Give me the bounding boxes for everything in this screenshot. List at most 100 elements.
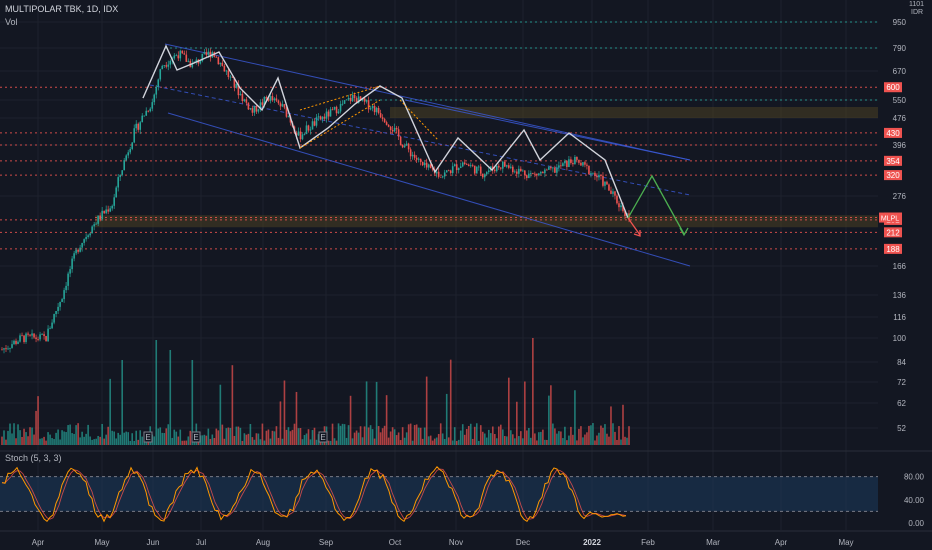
candle[interactable] <box>445 170 448 173</box>
candle[interactable] <box>133 124 136 144</box>
candle[interactable] <box>383 117 386 123</box>
candle[interactable] <box>15 338 17 346</box>
candle[interactable] <box>127 149 130 159</box>
candle[interactable] <box>183 50 186 55</box>
candle[interactable] <box>377 105 380 115</box>
candle[interactable] <box>564 159 566 167</box>
candle[interactable] <box>323 113 326 121</box>
candle[interactable] <box>447 169 450 172</box>
candle[interactable] <box>9 347 11 353</box>
candle[interactable] <box>5 345 7 352</box>
candle[interactable] <box>379 109 382 119</box>
candle[interactable] <box>253 105 256 116</box>
candle[interactable] <box>457 167 460 174</box>
candle[interactable] <box>93 221 95 231</box>
candle[interactable] <box>329 106 332 117</box>
candle[interactable] <box>45 335 47 342</box>
candle[interactable] <box>375 106 378 116</box>
candle[interactable] <box>427 163 430 171</box>
candle[interactable] <box>313 118 316 127</box>
candle[interactable] <box>77 248 79 254</box>
candle[interactable] <box>413 151 416 161</box>
candle[interactable] <box>307 124 310 133</box>
candle[interactable] <box>453 163 456 167</box>
candle[interactable] <box>301 132 304 141</box>
candle[interactable] <box>277 99 280 105</box>
candle[interactable] <box>506 164 508 169</box>
candle[interactable] <box>155 84 158 99</box>
candle[interactable] <box>235 83 238 89</box>
candle[interactable] <box>55 310 57 318</box>
candle[interactable] <box>309 126 312 135</box>
candle[interactable] <box>151 98 154 112</box>
candle[interactable] <box>303 132 306 136</box>
candle[interactable] <box>347 94 350 101</box>
candle[interactable] <box>614 190 616 200</box>
candle[interactable] <box>556 163 558 177</box>
candle[interactable] <box>331 106 334 111</box>
candle[interactable] <box>273 97 276 103</box>
candle[interactable] <box>534 171 536 178</box>
candle[interactable] <box>483 173 486 182</box>
candle[interactable] <box>59 301 61 311</box>
candle[interactable] <box>345 99 348 101</box>
candle[interactable] <box>461 161 464 168</box>
candle[interactable] <box>594 170 596 180</box>
candle[interactable] <box>117 173 119 192</box>
candle[interactable] <box>387 124 390 128</box>
candle[interactable] <box>552 166 554 173</box>
candle[interactable] <box>51 319 53 329</box>
candle[interactable] <box>558 161 560 172</box>
candle[interactable] <box>187 58 190 63</box>
candle[interactable] <box>111 204 113 211</box>
candle[interactable] <box>441 175 444 179</box>
candle[interactable] <box>590 170 592 178</box>
candle[interactable] <box>477 164 480 171</box>
candle[interactable] <box>443 169 446 180</box>
candle[interactable] <box>501 160 504 173</box>
candle[interactable] <box>333 106 336 111</box>
candle[interactable] <box>616 194 618 205</box>
candle[interactable] <box>287 115 290 118</box>
candle[interactable] <box>11 340 13 349</box>
candle[interactable] <box>109 205 111 213</box>
candle[interactable] <box>139 120 142 135</box>
candle[interactable] <box>29 334 31 337</box>
candle[interactable] <box>363 97 366 105</box>
candle[interactable] <box>103 210 105 215</box>
candle[interactable] <box>499 167 502 171</box>
candle[interactable] <box>319 115 322 121</box>
candle[interactable] <box>143 115 146 117</box>
candle[interactable] <box>620 202 622 211</box>
candle[interactable] <box>209 48 212 62</box>
candle[interactable] <box>526 174 528 181</box>
candle[interactable] <box>586 162 588 170</box>
candle[interactable] <box>544 168 546 178</box>
candle[interactable] <box>389 125 392 134</box>
candle[interactable] <box>259 99 262 112</box>
candle[interactable] <box>119 174 121 181</box>
candle[interactable] <box>177 51 180 61</box>
candle[interactable] <box>167 60 170 71</box>
candle[interactable] <box>373 103 376 116</box>
candle[interactable] <box>325 108 328 123</box>
candle[interactable] <box>135 120 138 132</box>
candle[interactable] <box>548 165 550 170</box>
candle[interactable] <box>471 163 474 168</box>
candle[interactable] <box>79 244 81 253</box>
candle[interactable] <box>385 120 388 126</box>
candle[interactable] <box>175 53 178 57</box>
candle[interactable] <box>339 100 342 114</box>
candle[interactable] <box>149 107 152 113</box>
candle[interactable] <box>13 339 15 345</box>
candle[interactable] <box>17 340 19 345</box>
candle[interactable] <box>570 156 572 165</box>
candle[interactable] <box>297 127 300 136</box>
candle[interactable] <box>67 271 69 291</box>
candle[interactable] <box>393 123 396 133</box>
candle[interactable] <box>105 205 107 215</box>
candle[interactable] <box>129 146 132 155</box>
candle[interactable] <box>299 127 302 143</box>
candle[interactable] <box>41 333 43 335</box>
candle[interactable] <box>473 165 476 176</box>
